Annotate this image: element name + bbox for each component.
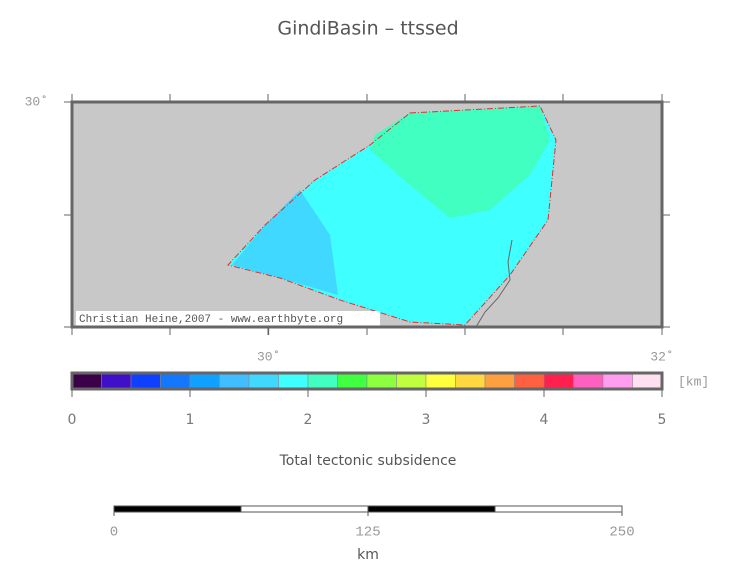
colorbar-tick-label: 0 [68,412,77,428]
colorbar-swatch [101,372,132,390]
colorbar-tick-label: 2 [304,412,313,428]
basin-region [232,190,338,295]
colorbar-tick-label: 4 [540,412,549,428]
colorbar-swatch [337,372,368,390]
colorbar-swatch [71,372,102,390]
scalebar-segment [240,505,369,513]
colorbar-swatch [189,372,220,390]
colorbar-swatch [307,372,338,390]
scalebar-tick-label: 125 [355,525,380,541]
scalebar-tick-label: 250 [609,525,634,541]
colorbar-tick-label: 5 [658,412,667,428]
colorbar-tick-label: 1 [186,412,195,428]
credit: Christian Heine,2007 - www.earthbyte.org [79,314,343,326]
colorbar-swatch [366,372,397,390]
colorbar-swatch [219,372,250,390]
minor-ticks [64,94,670,335]
colorbar-swatch [160,372,191,390]
scalebar-segment [494,505,623,513]
colorbar-swatch [632,372,663,390]
coastline [475,239,513,328]
colorbar-swatch [396,372,427,390]
x-tick-label: 32˚ [650,349,673,364]
basin-region [370,106,550,218]
colorbar-swatch [484,372,515,390]
colorbar-swatch [573,372,604,390]
scalebar-tick-label: 0 [110,525,118,541]
scalebar-segment [367,505,496,513]
colorbar-swatch [278,372,309,390]
colorbar-swatch [425,372,456,390]
colorbar-swatch [543,372,574,390]
colorbar-frame [70,371,664,391]
map: Christian Heine,2007 - www.earthbyte.org [70,100,664,329]
colorbar-unit: [km] [678,374,709,389]
colorbar-swatch [455,372,486,390]
scalebar-segment [113,505,242,513]
credit-box [76,311,380,326]
colorbar-swatch [514,372,545,390]
colorbar-label: Total tectonic subsidence [279,453,457,469]
colorbar-tick-label: 3 [422,412,431,428]
scalebar-unit: km [357,547,379,563]
title: GindiBasin – ttssed [277,18,458,40]
x-tick-label: 30˚ [257,349,280,364]
y-tick-label: 30˚ [25,94,48,109]
colorbar-swatch [248,372,279,390]
colorbar-swatch [602,372,633,390]
colorbar-swatch [130,372,161,390]
